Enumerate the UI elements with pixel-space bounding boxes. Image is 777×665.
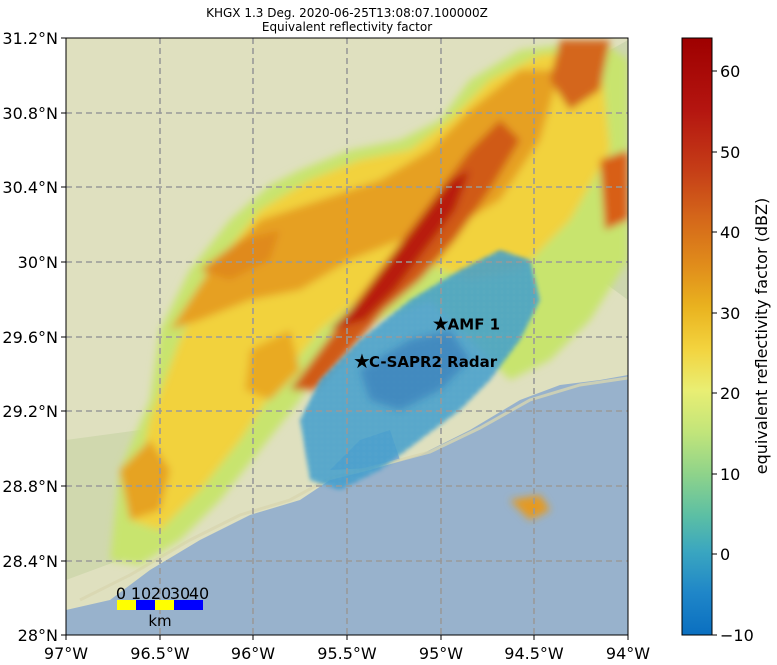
scale-label-40: 40 — [189, 584, 209, 603]
axis-ticks — [61, 37, 629, 640]
scale-label-30: 30 — [170, 584, 190, 603]
lat-tick-label: 28.8°N — [2, 477, 58, 496]
scale-label-20: 20 — [151, 584, 171, 603]
lat-tick-label: 28°N — [18, 626, 58, 645]
lat-tick-label: 30.8°N — [2, 104, 58, 123]
lat-tick-label: 30.4°N — [2, 178, 58, 197]
colorbar-gradient — [681, 37, 713, 636]
colorbar-tick-label: 50 — [720, 143, 740, 162]
lat-tick-label: 31.2°N — [2, 29, 58, 48]
lon-tick-label: 95°W — [419, 644, 463, 663]
site-star-icon: ★ — [353, 349, 371, 373]
colorbar-tick-label: −10 — [720, 626, 754, 645]
map-background: 0 10 20 30 40 km ★AMF 1★C-SAPR2 Radar — [66, 38, 628, 635]
scale-unit: km — [148, 612, 171, 630]
colorbar-tick-label: 60 — [720, 62, 740, 81]
lat-tick-label: 30°N — [18, 253, 58, 272]
scale-bar: 0 10 20 30 40 km — [116, 584, 209, 630]
colorbar-tick-label: 10 — [720, 465, 740, 484]
lon-tick-label: 96.5°W — [130, 644, 190, 663]
lon-tick-label: 96°W — [231, 644, 275, 663]
site-label: C-SAPR2 Radar — [369, 353, 498, 371]
site-star-icon: ★ — [432, 311, 450, 335]
plot-subtitle: Equivalent reflectivity factor — [261, 20, 433, 34]
plot-title: KHGX 1.3 Deg. 2020-06-25T13:08:07.100000… — [206, 6, 488, 20]
graticule — [66, 38, 628, 635]
lat-tick-label: 29.6°N — [2, 328, 58, 347]
colorbar-tick-label: 20 — [720, 384, 740, 403]
lon-tick-label: 97°W — [44, 644, 88, 663]
scale-label-10: 10 — [131, 584, 151, 603]
site-markers: ★AMF 1★C-SAPR2 Radar — [353, 311, 500, 372]
colorbar-tick-label: 40 — [720, 223, 740, 242]
clear-air-echo — [300, 250, 540, 490]
lon-tick-label: 94°W — [606, 644, 650, 663]
site-label: AMF 1 — [448, 315, 500, 333]
lat-tick-label: 28.4°N — [2, 552, 58, 571]
lon-tick-label: 95.5°W — [317, 644, 377, 663]
longitude-labels: 97°W 96.5°W 96°W 95.5°W 95°W 94.5°W 94°W — [44, 644, 650, 663]
colorbar-tick-label: 30 — [720, 304, 740, 323]
lat-tick-label: 29.2°N — [2, 402, 58, 421]
scale-label-0: 0 — [116, 584, 126, 603]
colorbar: 60 50 40 30 20 10 0 −10 equivalent refle… — [681, 37, 771, 645]
reflectivity-field — [110, 40, 628, 565]
lon-tick-label: 94.5°W — [504, 644, 564, 663]
colorbar-tick-label: 0 — [720, 545, 730, 564]
gulf-ocean — [66, 375, 628, 635]
colorbar-label: equivalent reflectivity factor (dBZ) — [752, 198, 771, 474]
latitude-labels: 31.2°N 30.8°N 30.4°N 30°N 29.6°N 29.2°N … — [2, 29, 58, 645]
